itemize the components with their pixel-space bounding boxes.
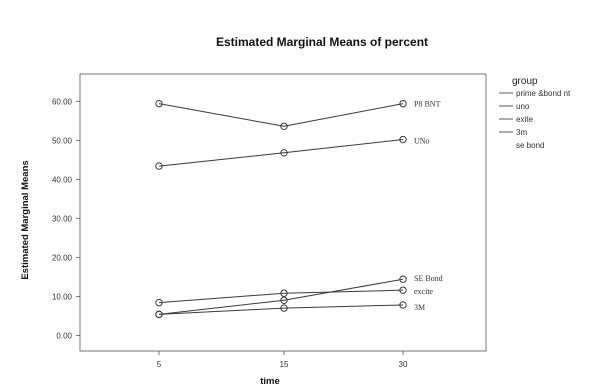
y-tick-label: 10.00: [52, 292, 73, 301]
series-end-label: excite: [414, 287, 434, 296]
chart-title: Estimated Marginal Means of percent: [216, 35, 428, 49]
data-point: [155, 310, 163, 319]
x-axis-label: time: [260, 376, 280, 387]
series-line-segment: [283, 289, 404, 294]
data-point: [399, 275, 407, 283]
data-point: [280, 304, 288, 312]
y-tick-label: 50.00: [52, 136, 73, 145]
x-axis-ticks: 5 15 30: [157, 351, 408, 369]
series-1: [155, 135, 407, 170]
data-point: [399, 99, 407, 108]
y-tick-label: 20.00: [52, 253, 73, 262]
data-point: [155, 162, 163, 170]
x-tick-label: 15: [280, 360, 289, 369]
series-end-label: SE Bond: [414, 274, 443, 283]
series-layer: [155, 99, 407, 319]
series-line-segment: [158, 307, 285, 315]
data-point: [399, 286, 407, 294]
data-point: [155, 99, 163, 108]
legend-title: group: [512, 76, 538, 87]
series-line-segment: [283, 278, 404, 301]
data-point: [155, 298, 163, 307]
legend-entry: se bond: [516, 141, 544, 150]
series-line-segment: [158, 103, 285, 127]
data-point: [399, 135, 407, 144]
y-axis-ticks: 0.00 10.00 20.00 30.00 40.00 50.00 60.00: [52, 97, 80, 340]
y-axis-label: Estimated Marginal Means: [20, 160, 31, 279]
data-point: [280, 296, 288, 304]
y-tick-label: 0.00: [56, 331, 72, 340]
series-line-segment: [283, 103, 404, 127]
x-tick-label: 30: [399, 360, 408, 369]
y-tick-label: 40.00: [52, 175, 73, 184]
data-point: [399, 301, 407, 309]
series-0: [155, 99, 407, 130]
legend-entry: uno: [516, 102, 530, 111]
data-point: [280, 289, 288, 297]
legend-entry: prime &bond nt: [516, 89, 571, 98]
series-line-segment: [158, 292, 285, 304]
series-2: [155, 275, 407, 319]
x-tick-label: 5: [157, 360, 162, 369]
legend-entry: 3m: [516, 128, 527, 137]
series-end-label: 3M: [414, 303, 425, 312]
series-line-segment: [283, 139, 404, 154]
y-tick-label: 60.00: [52, 97, 73, 106]
end-labels: P8 BNT UNo SE Bond excite 3M: [414, 100, 443, 312]
plot-area: [79, 73, 487, 352]
series-line-segment: [158, 152, 285, 167]
series-end-label: UNo: [414, 137, 430, 146]
series-end-label: P8 BNT: [414, 100, 441, 109]
y-tick-label: 30.00: [52, 214, 73, 223]
series-3: [155, 286, 407, 307]
legend: group prime &bond nt uno exite 3m se bond: [499, 76, 571, 150]
series-line-segment: [283, 304, 404, 309]
data-point: [280, 149, 288, 157]
series-line-segment: [158, 299, 285, 315]
data-point: [280, 122, 288, 130]
legend-entry: exite: [516, 115, 533, 124]
series-4: [155, 301, 407, 319]
